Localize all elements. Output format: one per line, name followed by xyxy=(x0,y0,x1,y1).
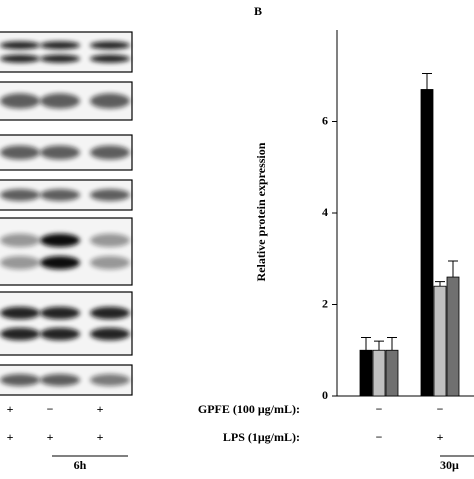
blot-frame xyxy=(0,217,133,286)
blot-band xyxy=(90,54,130,63)
bar xyxy=(433,285,447,397)
blot-band xyxy=(40,306,80,320)
blot-band xyxy=(0,233,40,248)
blot-band xyxy=(90,41,130,50)
error-bar xyxy=(448,260,458,278)
blot-band xyxy=(40,145,80,160)
treatment-sign: + xyxy=(47,430,54,444)
treatment-label: GPFE (100 μg/mL): xyxy=(198,402,300,416)
blot-band xyxy=(0,41,40,50)
time-label: 30μ xyxy=(440,458,459,472)
blot-band xyxy=(90,145,130,160)
blot-band xyxy=(90,374,130,386)
panel-label: B xyxy=(254,4,262,18)
blot-band xyxy=(90,306,130,320)
blot-frame xyxy=(0,31,133,73)
blot-band xyxy=(90,189,130,201)
treatment-sign: − xyxy=(376,402,383,416)
blot-band xyxy=(90,255,130,270)
error-bar xyxy=(435,281,445,287)
blot-band xyxy=(90,233,130,248)
treatment-label: LPS (1μg/mL): xyxy=(223,430,300,444)
blot-band xyxy=(40,189,80,201)
treatment-sign: − xyxy=(437,402,444,416)
blot-band xyxy=(40,255,80,270)
blot-band xyxy=(90,327,130,341)
blot-band xyxy=(0,189,40,201)
blot-band xyxy=(40,327,80,341)
y-tick-label: 4 xyxy=(322,205,328,219)
y-tick-label: 6 xyxy=(322,113,328,127)
blot-band xyxy=(0,54,40,63)
treatment-sign: − xyxy=(376,430,383,444)
error-bar xyxy=(422,72,432,90)
blot-band xyxy=(0,327,40,341)
error-bar xyxy=(387,336,397,351)
y-tick-label: 0 xyxy=(322,388,328,402)
error-bar xyxy=(361,336,371,351)
treatment-sign: + xyxy=(7,402,14,416)
treatment-sign: + xyxy=(7,430,14,444)
bar xyxy=(446,276,460,397)
blot-band xyxy=(0,255,40,270)
bar xyxy=(420,89,434,397)
bar xyxy=(372,349,386,397)
blot-band xyxy=(40,93,80,109)
blot-band xyxy=(90,93,130,109)
blot-band xyxy=(40,233,80,248)
blot-frame xyxy=(0,291,133,356)
error-bar xyxy=(374,340,384,351)
western-blot xyxy=(0,31,133,396)
bar xyxy=(359,349,373,397)
blot-band xyxy=(0,145,40,160)
bar xyxy=(385,349,399,397)
treatment-sign: − xyxy=(47,402,54,416)
blot-band xyxy=(0,306,40,320)
blot-band xyxy=(40,41,80,50)
y-tick-label: 2 xyxy=(322,296,328,310)
treatment-sign: + xyxy=(97,430,104,444)
time-label: 6h xyxy=(74,458,87,472)
blot-band xyxy=(0,93,40,109)
blot-band xyxy=(0,374,40,386)
blot-band xyxy=(40,54,80,63)
y-axis-label: Relative protein expression xyxy=(254,142,268,281)
treatment-sign: + xyxy=(97,402,104,416)
treatment-sign: + xyxy=(437,430,444,444)
blot-band xyxy=(40,374,80,386)
